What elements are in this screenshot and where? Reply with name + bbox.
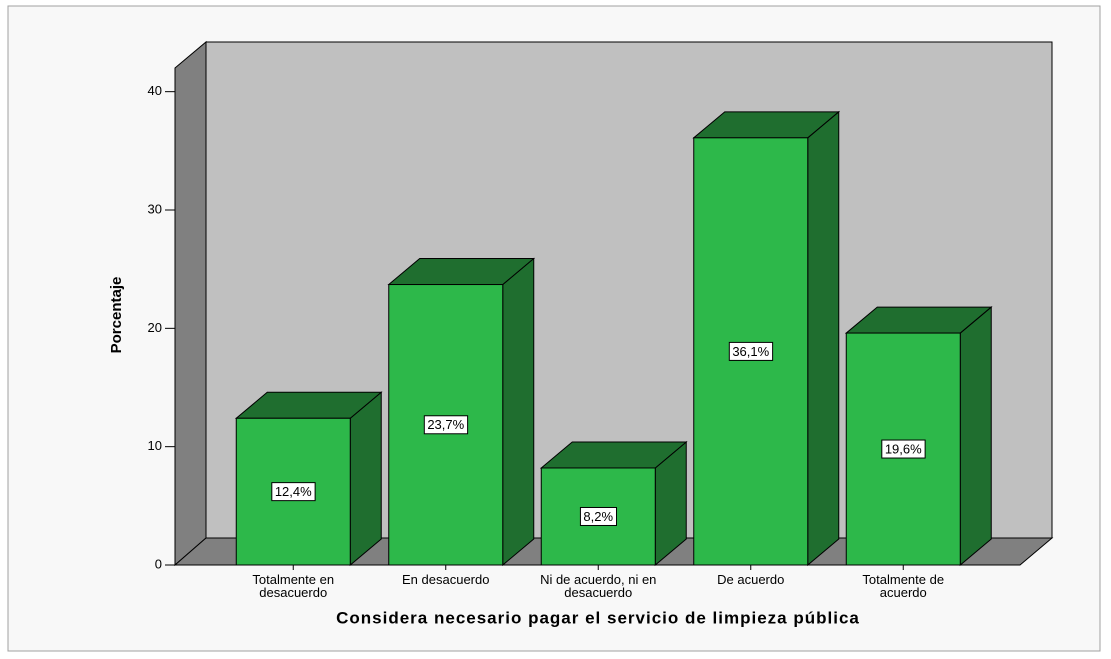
- y-tick-label: 10: [148, 438, 162, 453]
- y-axis-title: Porcentaje: [108, 277, 125, 354]
- value-label: 12,4%: [275, 484, 312, 499]
- bar-side: [502, 257, 535, 567]
- y-tick-label: 40: [148, 83, 162, 98]
- value-label-box: [881, 439, 926, 459]
- value-label: 19,6%: [885, 441, 922, 456]
- x-tick-label: En desacuerdo: [402, 572, 490, 587]
- bar-side: [959, 305, 992, 567]
- value-label-box: [579, 506, 618, 526]
- left-wall: [174, 40, 207, 567]
- value-label: 8,2%: [583, 509, 613, 524]
- value-label: 36,1%: [732, 344, 769, 359]
- y-tick-label: 20: [148, 320, 162, 335]
- x-tick-label: Ni de acuerdo, ni en desacuerdo: [540, 572, 657, 600]
- value-label-box: [423, 415, 469, 435]
- value-label-box: [728, 341, 774, 361]
- bar-side: [807, 110, 840, 567]
- bar-side: [349, 391, 382, 567]
- x-axis-title: Considera necesario pagar el servicio de…: [336, 608, 860, 627]
- x-tick-label: Totalmente de acuerdo: [862, 572, 945, 600]
- value-label: 23,7%: [427, 417, 464, 432]
- y-tick-label: 0: [155, 556, 162, 571]
- x-tick-label: De acuerdo: [717, 572, 785, 587]
- y-tick-label: 30: [148, 201, 162, 216]
- value-label-box: [271, 482, 316, 502]
- x-tick-label: Totalmente en desacuerdo: [252, 572, 335, 600]
